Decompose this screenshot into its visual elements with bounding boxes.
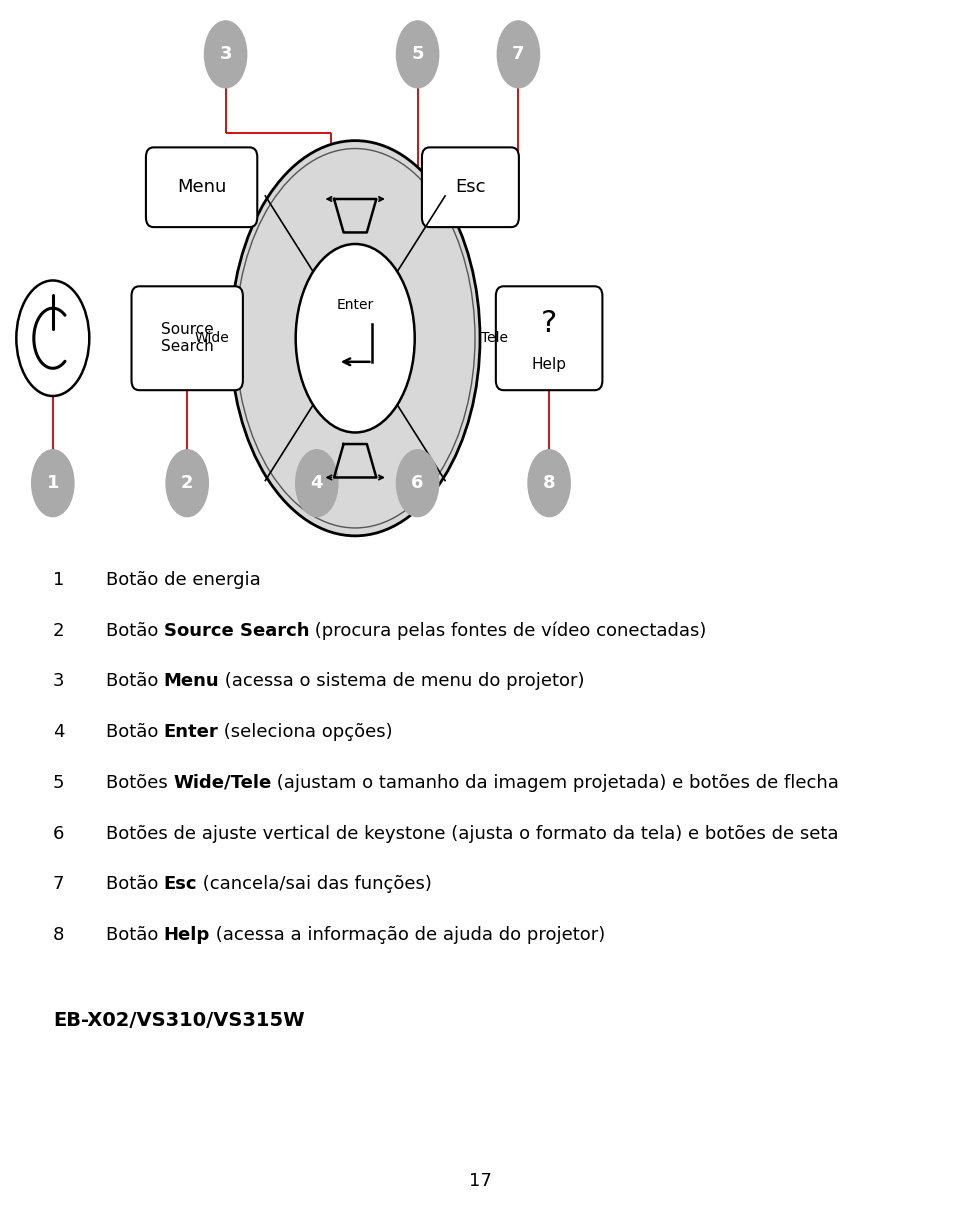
Text: (acessa a informação de ajuda do projetor): (acessa a informação de ajuda do projeto…	[210, 927, 605, 943]
Text: Source Search: Source Search	[164, 622, 309, 639]
Text: (cancela/sai das funções): (cancela/sai das funções)	[197, 876, 432, 893]
Ellipse shape	[166, 449, 208, 517]
Text: ?: ?	[541, 309, 557, 338]
Ellipse shape	[396, 449, 439, 517]
Text: Help: Help	[164, 927, 210, 943]
Text: (procura pelas fontes de vídeo conectadas): (procura pelas fontes de vídeo conectada…	[309, 621, 707, 640]
Ellipse shape	[32, 449, 74, 517]
Ellipse shape	[235, 149, 475, 528]
Text: Botão de energia: Botão de energia	[106, 571, 260, 588]
Text: EB-X02/VS310/VS315W: EB-X02/VS310/VS315W	[53, 1011, 304, 1030]
Text: 8: 8	[542, 475, 556, 492]
Text: 5: 5	[411, 46, 424, 63]
Text: 3: 3	[53, 673, 64, 690]
Text: Menu: Menu	[164, 673, 219, 690]
Text: Tele: Tele	[481, 331, 508, 345]
Text: Botão: Botão	[106, 724, 164, 741]
FancyBboxPatch shape	[146, 147, 257, 227]
FancyBboxPatch shape	[132, 286, 243, 390]
Ellipse shape	[396, 21, 439, 88]
Text: 7: 7	[53, 876, 64, 893]
Text: 4: 4	[53, 724, 64, 741]
Ellipse shape	[230, 140, 480, 536]
Text: Botão: Botão	[106, 622, 164, 639]
Text: 3: 3	[219, 46, 232, 63]
Text: 2: 2	[53, 622, 64, 639]
FancyBboxPatch shape	[495, 286, 603, 390]
FancyBboxPatch shape	[422, 147, 518, 227]
Text: 7: 7	[512, 46, 525, 63]
Text: 1: 1	[46, 475, 60, 492]
Text: 17: 17	[468, 1173, 492, 1190]
Ellipse shape	[16, 280, 89, 396]
Text: (acessa o sistema de menu do projetor): (acessa o sistema de menu do projetor)	[219, 673, 585, 690]
Text: Botão: Botão	[106, 876, 164, 893]
Text: Botão: Botão	[106, 927, 164, 943]
Ellipse shape	[296, 449, 338, 517]
Text: 4: 4	[310, 475, 324, 492]
Text: Esc: Esc	[455, 179, 486, 196]
Text: 1: 1	[53, 571, 64, 588]
Ellipse shape	[204, 21, 247, 88]
Text: Wide: Wide	[195, 331, 229, 345]
Ellipse shape	[497, 21, 540, 88]
Ellipse shape	[296, 244, 415, 432]
Text: Esc: Esc	[164, 876, 197, 893]
Text: 6: 6	[411, 475, 424, 492]
Text: Help: Help	[532, 358, 566, 372]
Text: 5: 5	[53, 774, 64, 791]
Text: Botões: Botões	[106, 774, 173, 791]
Text: Wide/Tele: Wide/Tele	[173, 774, 272, 791]
Text: (ajustam o tamanho da imagem projetada) e botões de flecha: (ajustam o tamanho da imagem projetada) …	[272, 774, 839, 791]
Text: Enter: Enter	[164, 724, 219, 741]
Text: Source
Search: Source Search	[161, 323, 213, 354]
Ellipse shape	[528, 449, 570, 517]
Text: Botões de ajuste vertical de keystone (ajusta o formato da tela) e botões de set: Botões de ajuste vertical de keystone (a…	[106, 825, 838, 842]
Text: Menu: Menu	[177, 179, 227, 196]
Text: 2: 2	[180, 475, 194, 492]
Text: Botão: Botão	[106, 673, 164, 690]
Text: 8: 8	[53, 927, 64, 943]
Text: Enter: Enter	[337, 298, 373, 312]
Text: (seleciona opções): (seleciona opções)	[219, 724, 393, 741]
Text: 6: 6	[53, 825, 64, 842]
